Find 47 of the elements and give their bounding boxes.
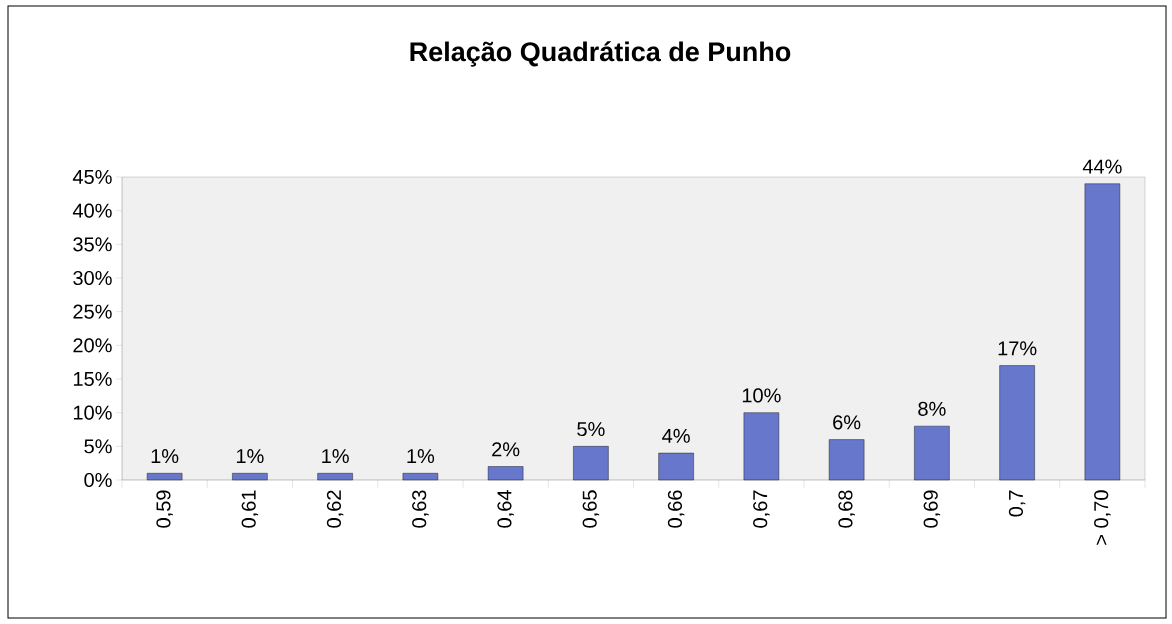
data-label: 1% xyxy=(151,449,179,464)
y-tick-label: 40% xyxy=(72,203,112,218)
bar xyxy=(914,425,950,481)
bar xyxy=(743,412,780,481)
data-label: 2% xyxy=(492,442,520,457)
data-label: 5% xyxy=(577,422,605,437)
data-label: 44% xyxy=(1082,159,1122,174)
bar xyxy=(402,473,439,481)
data-label: 1% xyxy=(236,449,264,464)
y-tick-label: 15% xyxy=(73,371,112,387)
bar xyxy=(317,473,353,481)
x-tick-label: > 0,70 xyxy=(1094,490,1111,545)
y-tick-label: 35% xyxy=(73,237,112,252)
y-tick-label: 45% xyxy=(72,169,112,185)
bar xyxy=(999,365,1035,481)
x-tick-label: 0,69 xyxy=(923,490,941,528)
data-label: 4% xyxy=(662,428,690,443)
bar xyxy=(658,452,694,481)
x-tick-label: 0,61 xyxy=(241,490,259,528)
y-tick-label: 0% xyxy=(84,472,112,488)
x-tick-label: 0,59 xyxy=(156,490,173,528)
x-tick-label: 0,66 xyxy=(667,490,685,528)
bar xyxy=(146,473,183,481)
chart-title: Relação Quadrática de Punho xyxy=(410,41,791,67)
x-tick-label: 0,65 xyxy=(582,490,600,528)
data-label: 1% xyxy=(322,449,349,464)
data-label: 10% xyxy=(742,388,781,403)
x-tick-label: 0,68 xyxy=(838,490,855,528)
y-tick-label: 30% xyxy=(73,270,112,286)
x-tick-label: 0,67 xyxy=(753,490,770,528)
x-tick-label: 0,7 xyxy=(1008,490,1026,517)
bar xyxy=(1084,183,1121,481)
data-label: 1% xyxy=(407,449,435,464)
bar xyxy=(487,466,524,481)
y-tick-label: 20% xyxy=(73,338,112,353)
bar xyxy=(828,439,865,481)
y-tick-label: 5% xyxy=(84,439,112,454)
data-label: 17% xyxy=(998,341,1037,356)
x-tick-label: 0,62 xyxy=(326,490,344,528)
x-tick-label: 0,63 xyxy=(412,490,429,528)
bar xyxy=(232,473,268,481)
y-tick-label: 25% xyxy=(73,304,112,319)
bar xyxy=(573,446,609,481)
data-label: 6% xyxy=(833,415,861,430)
data-label: 8% xyxy=(918,401,946,416)
x-tick-label: 0,64 xyxy=(497,490,514,528)
y-tick-label: 10% xyxy=(73,405,112,420)
